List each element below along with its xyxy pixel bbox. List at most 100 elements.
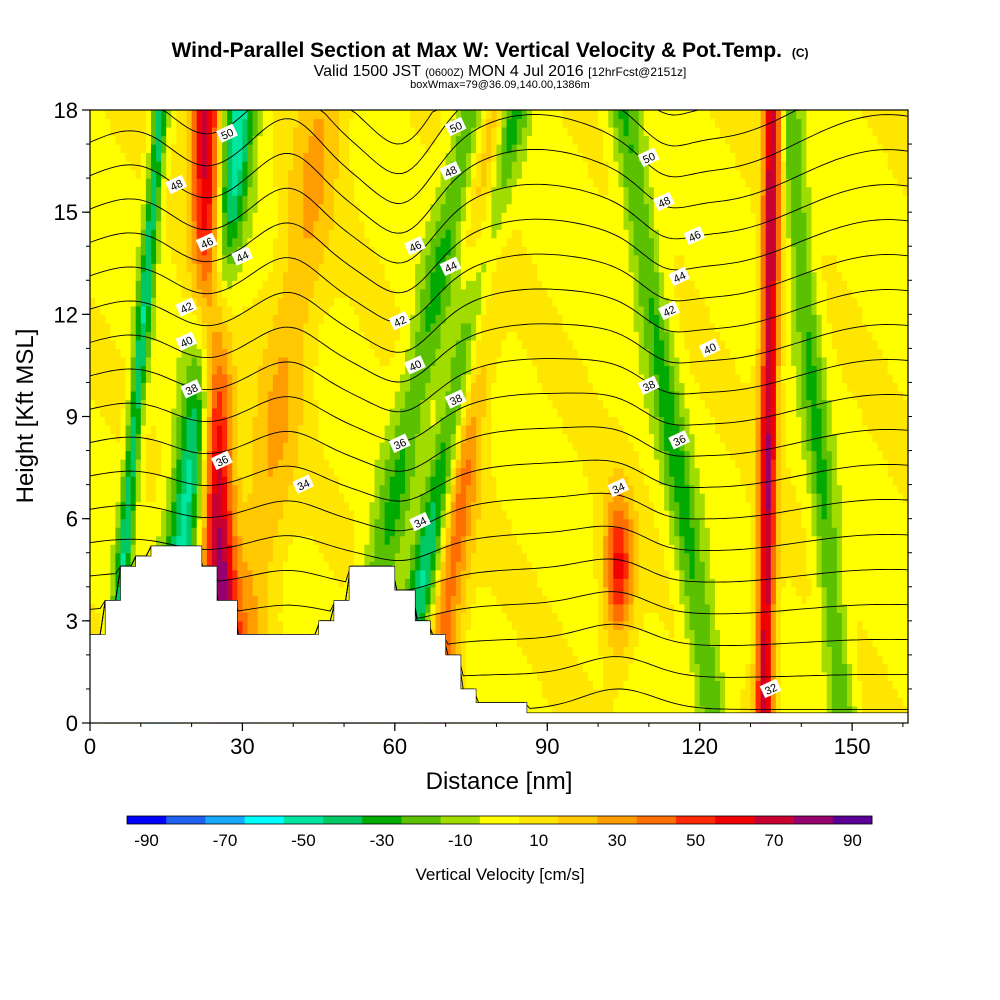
velocity-cell	[232, 110, 238, 120]
velocity-cell	[359, 229, 365, 239]
velocity-cell	[389, 127, 396, 137]
velocity-cell	[344, 212, 350, 222]
velocity-cell	[120, 382, 127, 392]
velocity-cell	[410, 110, 416, 120]
velocity-cell	[252, 399, 259, 409]
velocity-cell	[308, 459, 315, 469]
velocity-cell	[318, 135, 325, 145]
velocity-cell	[247, 552, 254, 562]
velocity-cell	[354, 467, 360, 477]
velocity-cell	[196, 484, 203, 494]
velocity-cell	[130, 118, 137, 128]
velocity-cell	[125, 356, 132, 367]
velocity-cell	[252, 595, 259, 605]
velocity-cell	[247, 195, 254, 205]
velocity-cell	[257, 484, 264, 494]
velocity-cell	[359, 178, 365, 188]
velocity-cell	[110, 399, 116, 409]
velocity-cell	[369, 280, 376, 290]
velocity-cell	[181, 399, 188, 409]
velocity-cell	[369, 135, 376, 145]
velocity-cell	[410, 501, 416, 511]
velocity-cell	[257, 425, 264, 435]
velocity-cell	[318, 348, 325, 358]
velocity-cell	[415, 195, 421, 205]
velocity-cell	[389, 297, 396, 307]
velocity-cell	[262, 161, 269, 171]
velocity-cell	[267, 263, 274, 273]
velocity-cell	[95, 331, 101, 341]
velocity-cell	[171, 493, 177, 503]
velocity-cell	[115, 561, 122, 571]
velocity-cell	[374, 425, 381, 435]
velocity-cell	[328, 382, 335, 392]
velocity-cell	[425, 510, 432, 520]
velocity-cell	[186, 127, 193, 137]
velocity-cell	[430, 425, 437, 435]
velocity-cell	[257, 373, 264, 384]
velocity-cell	[293, 152, 299, 162]
velocity-cell	[181, 467, 188, 477]
velocity-cell	[161, 118, 167, 128]
velocity-cell	[222, 407, 228, 418]
velocity-cell	[303, 118, 310, 128]
velocity-cell	[166, 195, 172, 205]
velocity-cell	[283, 314, 289, 324]
velocity-cell	[176, 144, 183, 154]
velocity-cell	[415, 144, 421, 154]
velocity-cell	[323, 195, 330, 205]
velocity-cell	[328, 212, 335, 222]
velocity-cell	[318, 356, 325, 367]
velocity-cell	[288, 331, 294, 341]
velocity-cell	[399, 552, 406, 562]
velocity-cell	[384, 348, 391, 358]
velocity-cell	[425, 152, 432, 162]
chart-title-mark: (C)	[792, 46, 809, 60]
velocity-cell	[405, 348, 411, 358]
velocity-cell	[105, 246, 111, 256]
velocity-cell	[100, 476, 106, 486]
velocity-cell	[211, 144, 218, 154]
velocity-cell	[105, 169, 111, 179]
velocity-cell	[354, 382, 360, 392]
velocity-cell	[425, 399, 432, 409]
velocity-cell	[267, 135, 274, 145]
velocity-cell	[394, 390, 401, 401]
velocity-cell	[227, 288, 233, 298]
velocity-cell	[125, 331, 132, 341]
velocity-cell	[115, 586, 122, 596]
velocity-cell	[313, 237, 320, 247]
velocity-cell	[166, 339, 172, 349]
velocity-cell	[237, 144, 244, 154]
velocity-cell	[95, 382, 101, 392]
velocity-cell	[267, 271, 274, 281]
velocity-cell	[369, 144, 376, 154]
velocity-cell	[333, 390, 340, 401]
velocity-cell	[394, 186, 401, 196]
velocity-cell	[95, 407, 101, 418]
velocity-cell	[303, 348, 310, 358]
velocity-cell	[247, 603, 254, 613]
velocity-cell	[364, 407, 371, 418]
velocity-cell	[308, 561, 315, 571]
velocity-cell	[186, 365, 193, 375]
velocity-cell	[166, 407, 172, 418]
velocity-cell	[186, 442, 193, 452]
velocity-cell	[303, 229, 310, 239]
velocity-cell	[430, 237, 437, 247]
velocity-cell	[394, 561, 401, 571]
velocity-cell	[277, 629, 284, 639]
velocity-cell	[349, 433, 355, 443]
velocity-cell	[298, 544, 304, 554]
velocity-cell	[262, 178, 269, 188]
velocity-cell	[100, 322, 106, 332]
velocity-cell	[288, 535, 294, 545]
velocity-cell	[344, 544, 350, 554]
velocity-cell	[237, 459, 244, 469]
velocity-cell	[242, 450, 249, 460]
velocity-cell	[130, 561, 137, 571]
velocity-cell	[354, 237, 360, 247]
velocity-cell	[277, 586, 284, 596]
velocity-cell	[293, 459, 299, 469]
velocity-cell	[384, 356, 391, 367]
